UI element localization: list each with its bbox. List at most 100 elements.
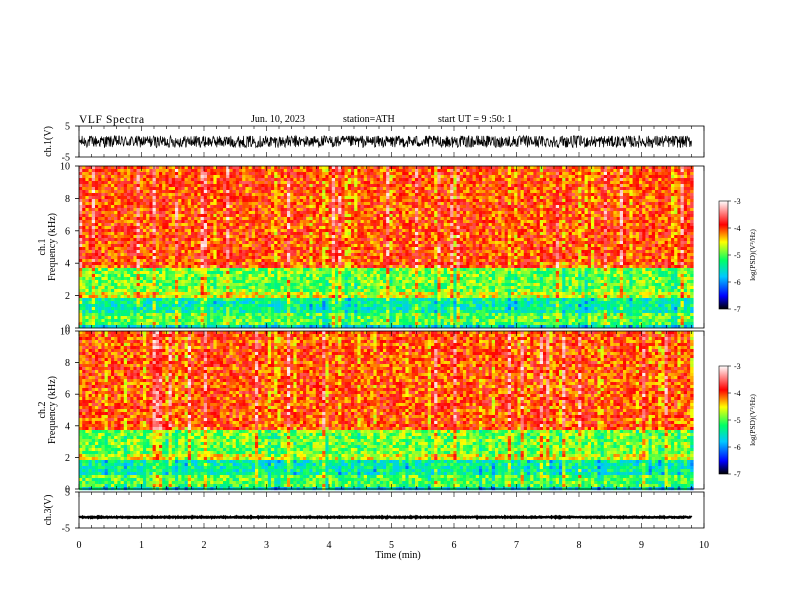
ch1-spectrogram-cell [296, 229, 300, 233]
ch1-spectrogram-cell [271, 325, 275, 329]
ch1-spectrogram-cell [181, 226, 185, 230]
ch1-spectrogram-cell [264, 202, 268, 206]
ch1-spectrogram-cell [91, 292, 96, 296]
ch1-spectrogram-cell [335, 166, 339, 170]
ch1-spectrogram-cell [258, 175, 262, 179]
ch1-spectrogram-cell [155, 196, 160, 200]
ch1-spectrogram-cell [127, 292, 131, 296]
ch1-spectrogram-cell [120, 247, 124, 251]
ch1-spectrogram-cell [104, 241, 108, 245]
ch1-spectrogram-cell [248, 256, 252, 260]
ch1-spectrogram-cell [229, 217, 233, 221]
ch1-spectrogram-cell [280, 193, 284, 197]
ch1-spectrogram-cell [331, 223, 336, 227]
ch1-spectrogram-cell [293, 229, 297, 233]
ch1-spectrogram-cell [171, 280, 176, 284]
ch1-spectrogram-cell [290, 256, 294, 260]
ch1-spectrogram-cell [79, 169, 83, 173]
ch1-spectrogram-cell [322, 262, 326, 266]
ch1-spectrogram-cell [290, 217, 294, 221]
ch1-spectrogram-cell [229, 211, 233, 215]
ch1-spectrogram-cell [363, 235, 368, 239]
ch1-spectrogram-cell [223, 217, 227, 221]
ch1-spectrogram-cell [223, 295, 227, 299]
ch1-spectrogram-cell [232, 286, 236, 290]
ch1-spectrogram-cell [82, 205, 86, 209]
ch1-spectrogram-cell [194, 277, 198, 281]
ch1-spectrogram-cell [351, 223, 355, 227]
ch1-spectrogram-cell [363, 187, 368, 191]
ch1-spectrogram-cell [255, 217, 259, 221]
ch1-spectrogram-cell [351, 169, 355, 173]
ch1-spectrogram-cell [328, 250, 332, 254]
ch1-spectrogram-cell [130, 229, 134, 233]
ch1-spectrogram-cell [232, 199, 236, 203]
ch1-spectrogram-cell [357, 265, 361, 269]
ch1-spectrogram-cell [271, 211, 275, 215]
ch1-spectrogram-cell [322, 274, 326, 278]
ch1-spectrogram-cell [363, 292, 368, 296]
ch1-spectrogram-cell [338, 268, 342, 272]
ch1-spectrogram-cell [277, 172, 281, 176]
ch1-spectrogram-cell [229, 262, 233, 266]
ch1-spectrogram-cell [242, 172, 246, 176]
ch1-spectrogram-cell [107, 172, 112, 176]
ch1-spectrogram-cell [306, 229, 310, 233]
ch1-spectrogram-cell [114, 187, 118, 191]
ch1-spectrogram-cell [248, 268, 252, 272]
ch1-spectrogram-cell [79, 235, 83, 239]
ch1-spectrogram-cell [114, 256, 118, 260]
ch1-waveform-line [78, 134, 692, 149]
ch1-spectrogram-cell [123, 292, 128, 296]
ch1-spectrogram-cell [219, 271, 224, 275]
ch1-spectrogram-cell [136, 325, 140, 329]
ch1-spectrogram-cell [344, 250, 348, 254]
ch1-spectrogram-cell [239, 187, 243, 191]
ch1-spectrogram-cell [216, 202, 220, 206]
ch1-spectrogram-cell [357, 259, 361, 263]
ch1-spectrogram-cell [149, 304, 153, 308]
ch1-spectrogram-cell [258, 310, 262, 314]
ch1-spectrogram-cell [367, 238, 371, 242]
ch1-spectrogram-cell [178, 316, 182, 320]
ch1-spectrogram-cell [114, 301, 118, 305]
ch1-spectrogram-cell [271, 283, 275, 287]
ch1-spectrogram-cell [360, 211, 364, 215]
ch1-spectrogram-cell [203, 205, 208, 209]
ch1-spectrogram-cell [146, 280, 150, 284]
ch1-spectrogram-cell [328, 307, 332, 311]
ch1-spectrogram-cell [139, 283, 144, 287]
ch1-spectrogram-cell [197, 211, 201, 215]
ch1-spectrogram-cell [123, 229, 128, 233]
ch1-spectrogram-cell [367, 292, 371, 296]
ch1-spectrogram-cell [315, 199, 320, 203]
ch1-spectrogram-cell [223, 169, 227, 173]
ch1-spectrogram-cell [82, 247, 86, 251]
ch1-spectrogram-cell [280, 304, 284, 308]
ch1-spectrogram-cell [98, 241, 102, 245]
ch1-spectrogram-cell [104, 265, 108, 269]
ch1-spectrogram-cell [98, 256, 102, 260]
ch1-spectrogram-cell [360, 202, 364, 206]
ch1-spectrogram-cell [152, 274, 156, 278]
ch1-spectrogram-cell [242, 199, 246, 203]
ch1-spectrogram-cell [325, 253, 329, 257]
ch1-spectrogram-cell [315, 196, 320, 200]
ch1-spectrogram-cell [370, 223, 374, 227]
ch1-spectrogram-cell [136, 265, 140, 269]
ch1-spectrogram-cell [331, 172, 336, 176]
ch1-spectrogram-cell [133, 265, 137, 269]
ch1-spectrogram-cell [338, 190, 342, 194]
ch1-spectrogram-cell [95, 295, 99, 299]
ch1-spectrogram-cell [277, 247, 281, 251]
ch1-spectrogram-cell [168, 196, 172, 200]
ch1-spectrogram-cell [98, 181, 102, 185]
ch1-spectrogram-cell [213, 175, 217, 179]
ch1-spectrogram-cell [91, 271, 96, 275]
ch1-spectrogram-cell [309, 181, 313, 185]
ch1-spectrogram-cell [152, 190, 156, 194]
ch1-spectrogram-cell [194, 274, 198, 278]
ch1-spectrogram-cell [277, 232, 281, 236]
ch1-spectrogram-cell [274, 184, 278, 188]
ch1-spectrogram-cell [261, 310, 265, 314]
